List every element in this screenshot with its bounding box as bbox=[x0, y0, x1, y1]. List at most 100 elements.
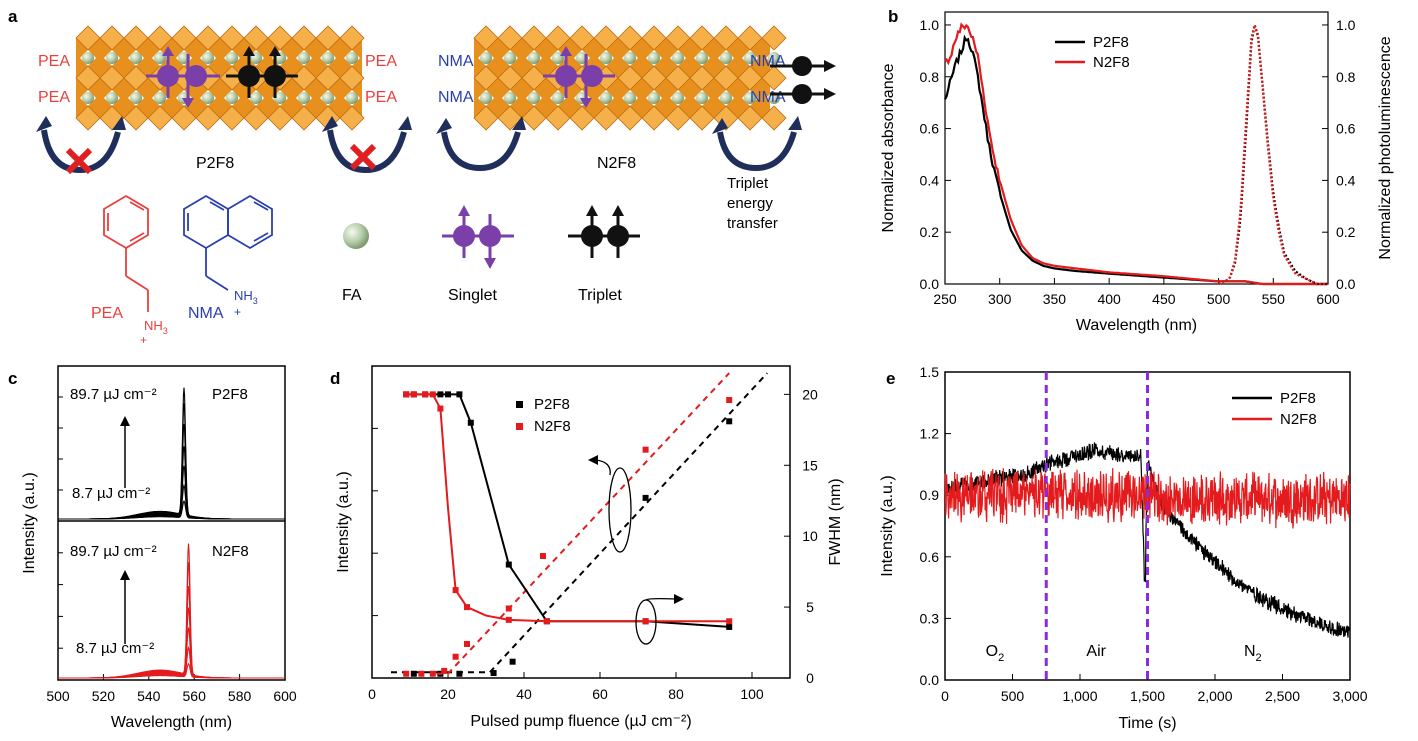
point-N2F8-intensity bbox=[441, 667, 448, 674]
singlet-in-n2f8 bbox=[543, 46, 615, 108]
x-tick-label: 2,500 bbox=[1265, 688, 1300, 704]
transfer-label-line2: energy bbox=[727, 195, 773, 212]
point-N2F8-FWHM bbox=[726, 618, 733, 625]
nma-nh3-label: NH3 bbox=[234, 288, 258, 306]
y-tick-label: 0.0 bbox=[920, 276, 940, 292]
point-P2F8-FWHM bbox=[467, 419, 474, 426]
y-axis-label-right: FWHM (nm) bbox=[827, 478, 844, 565]
fa-sphere bbox=[346, 92, 358, 104]
fa-sphere-icon bbox=[343, 223, 369, 249]
transfer-arrow-right bbox=[712, 116, 802, 172]
cross-icon bbox=[65, 147, 93, 175]
x-axis-label: Pulsed pump fluence (µJ cm⁻²) bbox=[470, 713, 691, 730]
lattice-p2f8 bbox=[75, 25, 365, 131]
blocked-arrow-right bbox=[322, 116, 412, 174]
y-tick-label: 0.2 bbox=[920, 224, 940, 240]
y-tick-label: 0.6 bbox=[920, 121, 940, 137]
point-N2F8-FWHM bbox=[642, 618, 649, 625]
plot-frame bbox=[371, 365, 791, 679]
fa-sphere bbox=[624, 52, 636, 64]
x-tick-label: 1,000 bbox=[1062, 688, 1097, 704]
legend-label-P2F8: P2F8 bbox=[1280, 390, 1316, 407]
point-N2F8-intensity bbox=[540, 553, 546, 560]
x-tick-label: 500 bbox=[46, 688, 70, 704]
fa-sphere bbox=[624, 92, 636, 104]
point-N2F8-intensity bbox=[429, 670, 436, 677]
trace-N2F8 bbox=[944, 468, 1351, 529]
x-tick-label: 2,000 bbox=[1197, 688, 1232, 704]
fa-sphere bbox=[528, 52, 540, 64]
x-axis-label: Time (s) bbox=[1118, 715, 1176, 732]
pea-legend-label: PEA bbox=[91, 305, 123, 322]
legend-label-N2F8: N2F8 bbox=[1093, 54, 1130, 71]
fa-sphere bbox=[504, 92, 516, 104]
plot-frame bbox=[944, 11, 1329, 285]
spectrum-N2F8 bbox=[58, 562, 285, 679]
y-tick-label: 0.4 bbox=[920, 172, 940, 188]
fa-sphere bbox=[274, 92, 286, 104]
fa-sphere bbox=[696, 92, 708, 104]
panel-d-chart: 0 20 40 60 80 100 0 5 10 15 20 Pulsed pump fluence … bbox=[335, 365, 844, 730]
pea-label-bottom-left: PEA bbox=[38, 89, 70, 106]
fa-sphere bbox=[226, 92, 238, 104]
point-N2F8-intensity bbox=[642, 446, 649, 453]
fa-sphere bbox=[552, 92, 564, 104]
y-tick-label-right: 1.0 bbox=[1336, 17, 1356, 33]
y-tick-label-right: 0.2 bbox=[1336, 224, 1356, 240]
nma-molecule-icon bbox=[183, 194, 273, 291]
series-N2F8-absorbance bbox=[944, 22, 1328, 286]
fa-sphere bbox=[480, 92, 492, 104]
spectrum-P2F8 bbox=[58, 446, 285, 520]
point-P2F8-FWHM bbox=[726, 623, 733, 630]
x-tick-label: 80 bbox=[668, 686, 684, 702]
x-tick-label: 560 bbox=[183, 688, 207, 704]
fa-sphere bbox=[768, 52, 780, 64]
point-P2F8-FWHM bbox=[456, 391, 463, 398]
fa-sphere bbox=[744, 92, 756, 104]
octahedron bbox=[761, 25, 787, 51]
point-N2F8-intensity bbox=[418, 670, 425, 677]
region-label-1: Air bbox=[1086, 643, 1106, 660]
fwhm-guide-arrow bbox=[645, 598, 677, 601]
y-tick-label-right: 0 bbox=[806, 670, 814, 686]
fa-sphere bbox=[504, 52, 516, 64]
y-tick-label: 0.0 bbox=[920, 672, 940, 688]
x-tick-label: 0 bbox=[941, 688, 949, 704]
pea-nh3-label: NH3 bbox=[144, 318, 168, 336]
point-N2F8-FWHM bbox=[543, 618, 550, 625]
legend-label-N2F8: N2F8 bbox=[1280, 411, 1317, 428]
fluence-high-bottom: 89.7 µJ cm⁻² bbox=[70, 543, 157, 560]
fa-legend-label: FA bbox=[342, 287, 362, 304]
y-tick-label: 0.6 bbox=[920, 549, 940, 565]
y-tick-label: 0.3 bbox=[920, 610, 940, 626]
sample-label-top: P2F8 bbox=[212, 386, 248, 403]
fa-sphere bbox=[672, 52, 684, 64]
triplet-icon bbox=[568, 205, 640, 258]
x-tick-label: 350 bbox=[1043, 291, 1067, 307]
fa-sphere bbox=[600, 52, 612, 64]
point-P2F8-intensity bbox=[410, 670, 417, 677]
fa-sphere bbox=[648, 52, 660, 64]
x-tick-label: 540 bbox=[137, 688, 161, 704]
fa-sphere bbox=[720, 92, 732, 104]
point-N2F8-FWHM bbox=[505, 616, 512, 623]
y-tick-label: 1.0 bbox=[920, 17, 940, 33]
x-axis-label: Wavelength (nm) bbox=[1076, 317, 1197, 334]
y-tick-label: 0.8 bbox=[920, 69, 940, 85]
fa-sphere bbox=[346, 52, 358, 64]
fluence-low-top: 8.7 µJ cm⁻² bbox=[72, 485, 150, 502]
region-label-0: O2 bbox=[986, 643, 1005, 664]
point-N2F8-FWHM bbox=[422, 391, 429, 398]
point-N2F8-intensity bbox=[452, 653, 459, 660]
octahedron bbox=[339, 65, 365, 91]
point-P2F8-intensity bbox=[456, 670, 463, 677]
x-tick-label: 600 bbox=[1316, 291, 1340, 307]
region-label-2: N2 bbox=[1244, 643, 1262, 664]
legend-marker-P2F8 bbox=[516, 401, 523, 408]
pea-charge-label: + bbox=[140, 333, 147, 347]
legend-label-P2F8: P2F8 bbox=[534, 396, 570, 413]
nma-label-bottom-left: NMA bbox=[438, 89, 474, 106]
point-N2F8-FWHM bbox=[403, 391, 410, 398]
